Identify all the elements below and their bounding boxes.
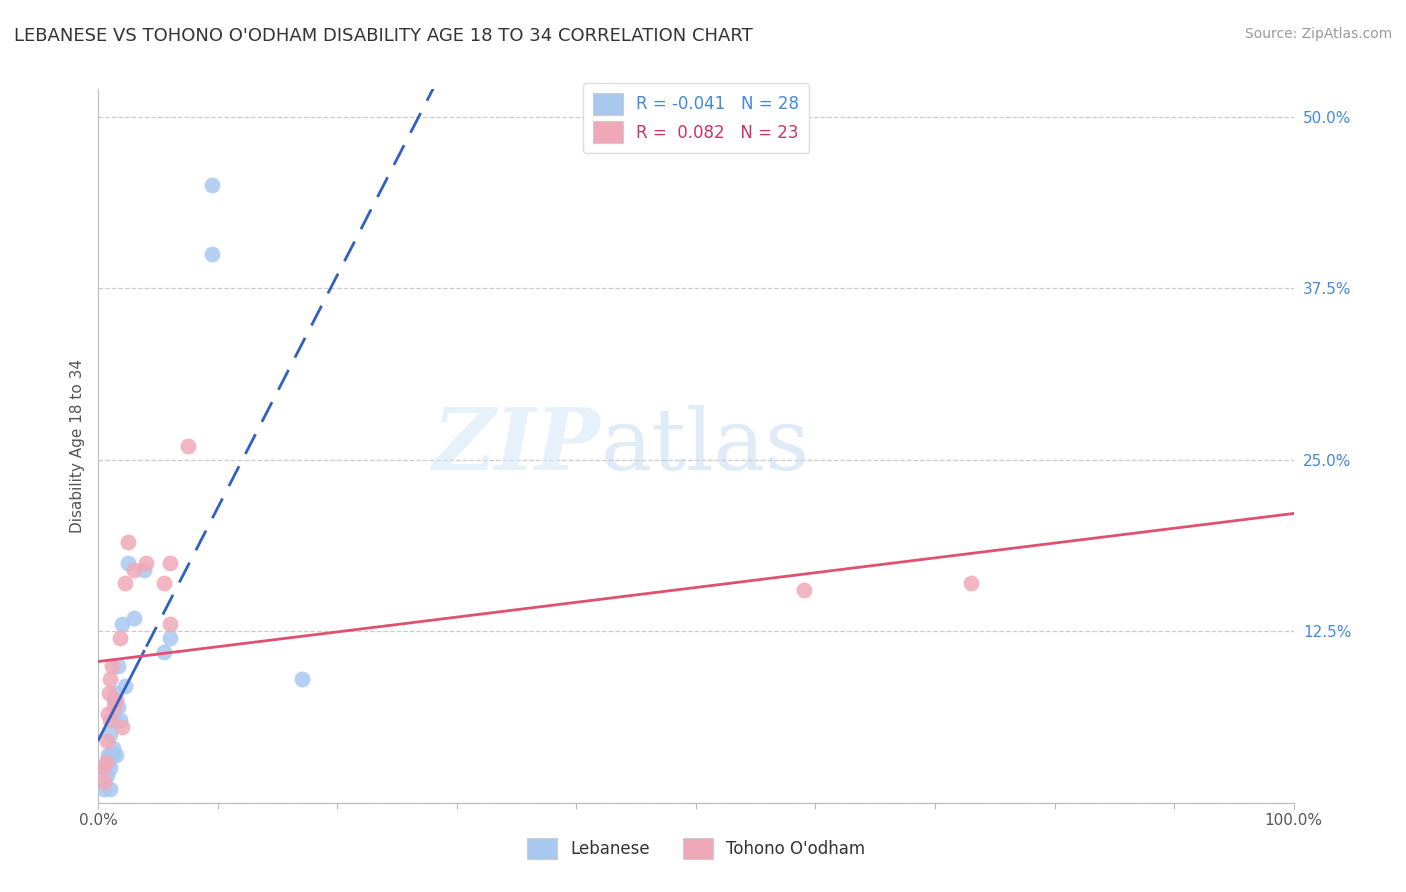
Point: [98, 762, 122, 776]
Point: [114, 679, 136, 693]
Point: [103, 693, 125, 707]
Point: [98, 686, 121, 700]
Point: [107, 699, 129, 714]
Point: [98, 747, 122, 762]
Point: [201, 247, 224, 261]
Point: [793, 583, 815, 598]
Point: [107, 658, 129, 673]
Point: [111, 617, 134, 632]
Point: [97, 706, 120, 721]
Point: [96, 734, 118, 748]
Point: [159, 631, 181, 645]
Point: [105, 693, 128, 707]
Point: [114, 576, 136, 591]
Text: LEBANESE VS TOHONO O'ODHAM DISABILITY AGE 18 TO 34 CORRELATION CHART: LEBANESE VS TOHONO O'ODHAM DISABILITY AG…: [14, 27, 752, 45]
Point: [93, 775, 115, 789]
Point: [291, 673, 314, 687]
Point: [91, 762, 114, 776]
Point: [159, 556, 181, 570]
Point: [103, 714, 125, 728]
Point: [153, 645, 176, 659]
Point: [153, 576, 176, 591]
Point: [108, 631, 131, 645]
Point: [105, 747, 128, 762]
Y-axis label: Disability Age 18 to 34: Disability Age 18 to 34: [69, 359, 84, 533]
Point: [93, 782, 115, 797]
Point: [93, 762, 115, 776]
Point: [96, 768, 118, 782]
Point: [117, 535, 139, 549]
Point: [108, 714, 131, 728]
Point: [101, 740, 124, 755]
Point: [97, 747, 120, 762]
Legend: Lebanese, Tohono O'odham: Lebanese, Tohono O'odham: [520, 831, 872, 866]
Point: [132, 562, 155, 576]
Point: [135, 556, 157, 570]
Point: [117, 556, 139, 570]
Point: [177, 439, 200, 453]
Text: Source: ZipAtlas.com: Source: ZipAtlas.com: [1244, 27, 1392, 41]
Point: [98, 673, 122, 687]
Point: [960, 576, 983, 591]
Point: [101, 747, 124, 762]
Point: [124, 610, 146, 624]
Point: [98, 782, 122, 797]
Point: [97, 755, 120, 769]
Point: [104, 686, 127, 700]
Point: [159, 617, 181, 632]
Text: atlas: atlas: [600, 404, 810, 488]
Point: [124, 562, 146, 576]
Point: [98, 714, 122, 728]
Point: [98, 727, 122, 741]
Point: [111, 720, 134, 734]
Text: ZIP: ZIP: [433, 404, 600, 488]
Point: [100, 658, 122, 673]
Point: [94, 755, 117, 769]
Point: [201, 178, 224, 193]
Point: [103, 699, 125, 714]
